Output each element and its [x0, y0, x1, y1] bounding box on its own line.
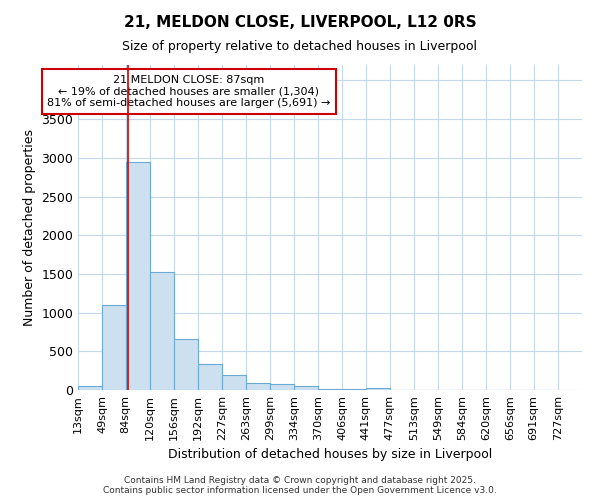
Text: Contains HM Land Registry data © Crown copyright and database right 2025.
Contai: Contains HM Land Registry data © Crown c…	[103, 476, 497, 495]
Bar	[270, 384, 295, 390]
Bar	[365, 388, 390, 390]
Text: 21 MELDON CLOSE: 87sqm
← 19% of detached houses are smaller (1,304)
81% of semi-: 21 MELDON CLOSE: 87sqm ← 19% of detached…	[47, 74, 331, 108]
Bar	[102, 305, 127, 390]
Bar	[198, 364, 223, 390]
Bar	[78, 386, 102, 390]
Bar	[174, 339, 198, 390]
Text: Size of property relative to detached houses in Liverpool: Size of property relative to detached ho…	[122, 40, 478, 53]
Text: 21, MELDON CLOSE, LIVERPOOL, L12 0RS: 21, MELDON CLOSE, LIVERPOOL, L12 0RS	[124, 15, 476, 30]
X-axis label: Distribution of detached houses by size in Liverpool: Distribution of detached houses by size …	[168, 448, 492, 462]
Bar	[294, 386, 318, 390]
Bar	[246, 383, 270, 390]
Bar	[126, 162, 150, 390]
Bar	[222, 375, 246, 390]
Bar	[150, 272, 174, 390]
Y-axis label: Number of detached properties: Number of detached properties	[23, 129, 36, 326]
Bar	[318, 389, 342, 390]
